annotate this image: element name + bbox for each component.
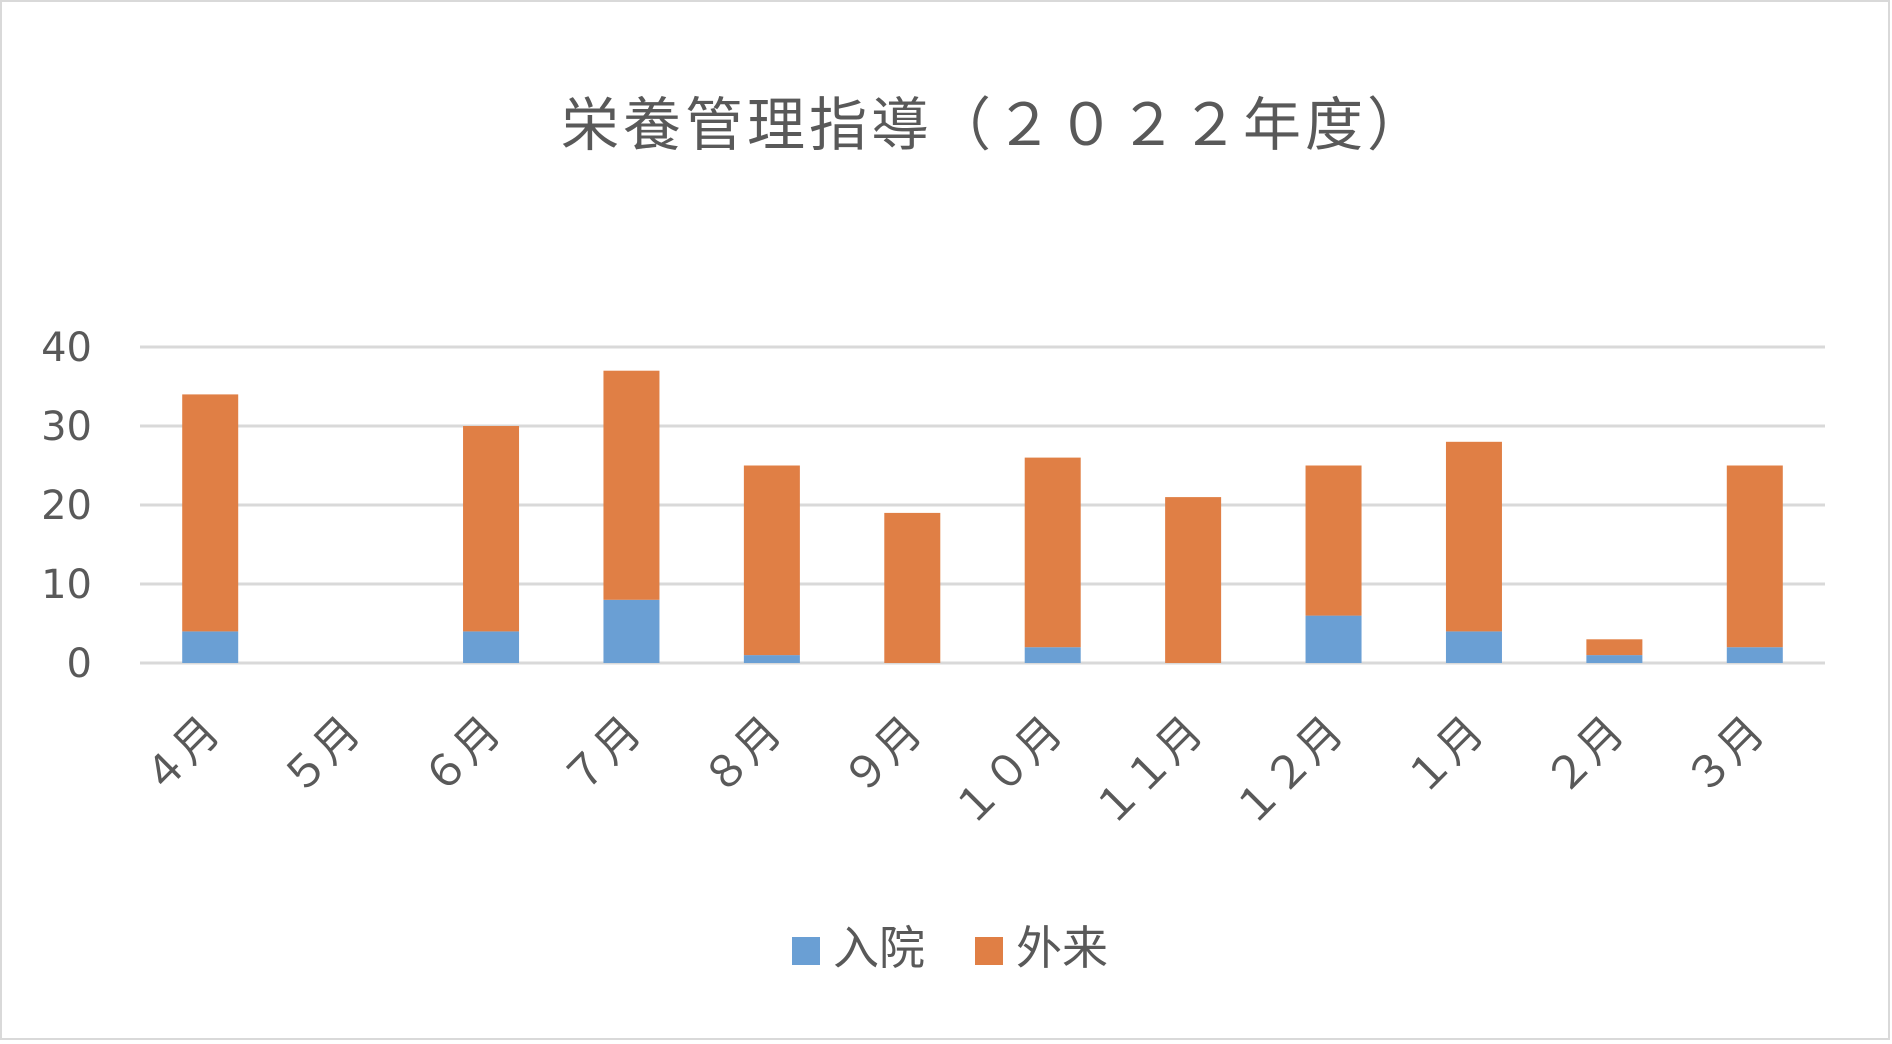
y-tick-label: 10	[41, 562, 92, 608]
bar-segment	[603, 370, 660, 600]
bar-segment	[1586, 639, 1643, 656]
legend-swatch	[792, 937, 820, 965]
bar-segment	[1305, 465, 1362, 616]
bar-segment	[884, 512, 941, 663]
bar-segment	[1586, 655, 1643, 663]
legend-swatch	[975, 937, 1003, 965]
bars	[182, 370, 1783, 663]
bar-segment	[182, 631, 239, 663]
bar-segment	[1726, 647, 1783, 663]
bar-segment	[743, 655, 800, 663]
legend-label: 入院	[833, 921, 925, 975]
bar-segment	[1726, 465, 1783, 648]
bar-segment	[1024, 647, 1081, 663]
bar-segment	[463, 631, 520, 663]
legend-label: 外来	[1016, 921, 1108, 975]
bar-segment	[1024, 457, 1081, 648]
legend: 入院 外来	[792, 921, 1108, 975]
y-tick-label: 40	[41, 325, 92, 371]
bar-segment	[743, 465, 800, 656]
y-tick-label: 20	[41, 483, 92, 529]
bar-segment	[1445, 441, 1502, 632]
gridlines	[140, 345, 1825, 665]
y-tick-label: 30	[41, 404, 92, 450]
y-tick-label: 0	[67, 641, 92, 687]
chart-title: 栄養管理指導（２０２２年度）	[561, 91, 1429, 159]
bar-segment	[1305, 615, 1362, 663]
bar-segment	[603, 599, 660, 663]
bar-segment	[182, 394, 239, 632]
bar-segment	[1165, 497, 1222, 663]
bar-segment	[1445, 631, 1502, 663]
bar-segment	[463, 426, 520, 632]
y-axis-ticks: 0 10 20 30 40	[41, 325, 92, 687]
